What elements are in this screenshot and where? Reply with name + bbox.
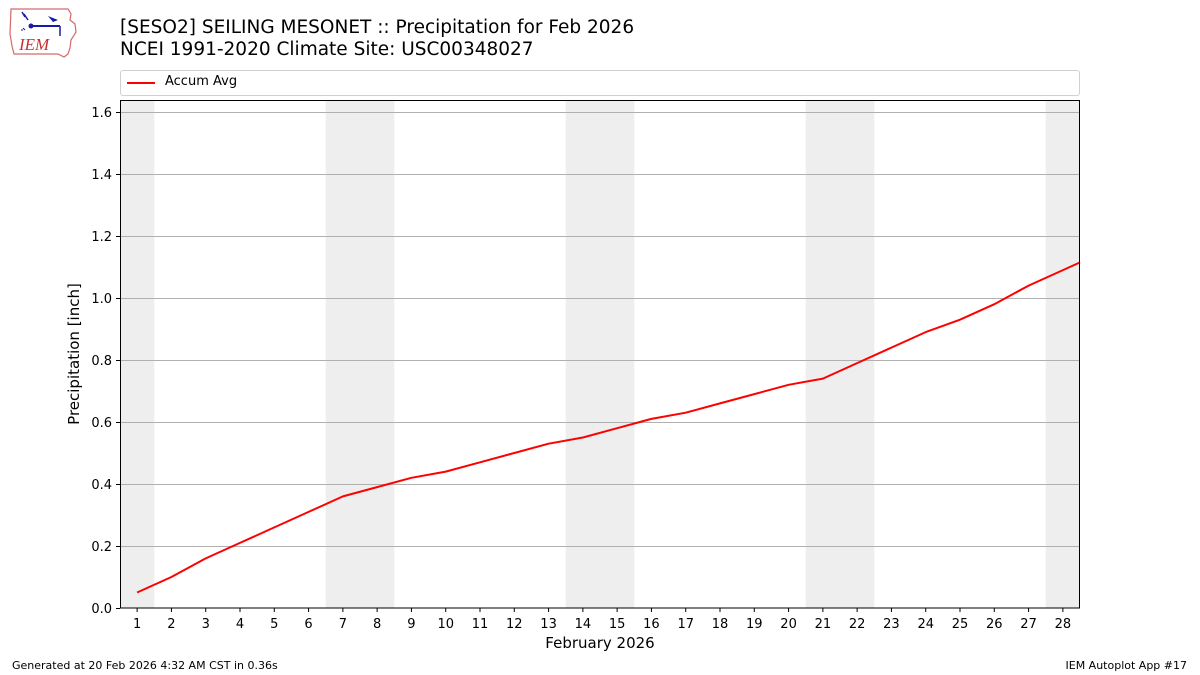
weekend-bands <box>120 100 1080 608</box>
x-tick-label: 28 <box>1055 617 1072 632</box>
y-axis-label: Precipitation [inch] <box>65 283 83 425</box>
y-tick-label: 0.6 <box>91 416 112 431</box>
y-tick-label: 0.4 <box>91 478 112 493</box>
x-tick-label: 13 <box>540 617 557 632</box>
title-line-1: [SESO2] SEILING MESONET :: Precipitation… <box>120 17 635 38</box>
x-axis-ticks: 1 2 3 4 5 6 7 8 9 10 11 12 13 14 15 16 17 18 19 20 21 22 23 24 2… <box>133 608 1071 632</box>
weekend-band <box>120 100 155 608</box>
weekend-band <box>1045 100 1080 608</box>
chart-title: [SESO2] SEILING MESONET :: Precipitation… <box>120 17 634 61</box>
x-tick-label: 25 <box>952 617 969 632</box>
x-tick-label: 2 <box>167 617 175 632</box>
svg-text:IEM: IEM <box>18 35 50 54</box>
iem-logo: IEM <box>8 6 80 58</box>
x-tick-label: 26 <box>986 617 1003 632</box>
x-tick-label: 20 <box>780 617 797 632</box>
weekend-band <box>325 100 395 608</box>
y-tick-label: 1.6 <box>91 106 112 121</box>
x-tick-label: 18 <box>712 617 729 632</box>
weekend-band <box>805 100 875 608</box>
accum-avg-line <box>136 261 1081 594</box>
x-tick-label: 19 <box>746 617 763 632</box>
x-tick-label: 11 <box>472 617 489 632</box>
x-tick-label: 15 <box>609 617 626 632</box>
x-tick-label: 1 <box>133 617 141 632</box>
y-axis-ticks: 0.0 0.2 0.4 0.6 0.8 1.0 1.2 1.4 1.6 <box>91 106 120 617</box>
y-tick-label: 0.8 <box>91 354 112 369</box>
x-tick-label: 4 <box>236 617 244 632</box>
x-tick-label: 17 <box>677 617 694 632</box>
x-tick-label: 10 <box>437 617 454 632</box>
plot-frame <box>120 100 1080 609</box>
y-tick-label: 1.4 <box>91 168 112 183</box>
legend-swatch-accum-avg <box>127 82 155 84</box>
x-tick-label: 14 <box>575 617 592 632</box>
y-tick-label: 1.0 <box>91 292 112 307</box>
x-tick-label: 5 <box>270 617 278 632</box>
iowa-state-outline-icon: IEM <box>9 8 77 58</box>
x-tick-label: 22 <box>849 617 866 632</box>
y-tick-label: 0.0 <box>91 602 112 617</box>
x-tick-label: 23 <box>883 617 900 632</box>
legend-label-accum-avg: Accum Avg <box>165 74 238 89</box>
y-tick-label: 0.2 <box>91 540 112 555</box>
app-credit: IEM Autoplot App #17 <box>1065 659 1188 672</box>
x-tick-label: 24 <box>917 617 934 632</box>
x-tick-label: 8 <box>373 617 381 632</box>
x-tick-label: 6 <box>304 617 312 632</box>
legend: Accum Avg <box>120 70 1080 96</box>
x-tick-label: 27 <box>1020 617 1037 632</box>
y-gridlines <box>120 112 1080 547</box>
x-tick-label: 3 <box>202 617 210 632</box>
x-axis-label: February 2026 <box>545 634 655 652</box>
x-tick-label: 9 <box>407 617 415 632</box>
x-tick-label: 16 <box>643 617 660 632</box>
weekend-band <box>565 100 635 608</box>
x-tick-label: 12 <box>506 617 523 632</box>
x-tick-label: 21 <box>815 617 832 632</box>
generated-timestamp: Generated at 20 Feb 2026 4:32 AM CST in … <box>12 659 278 672</box>
y-tick-label: 1.2 <box>91 230 112 245</box>
x-tick-label: 7 <box>339 617 347 632</box>
title-line-2: NCEI 1991-2020 Climate Site: USC00348027 <box>120 39 534 60</box>
